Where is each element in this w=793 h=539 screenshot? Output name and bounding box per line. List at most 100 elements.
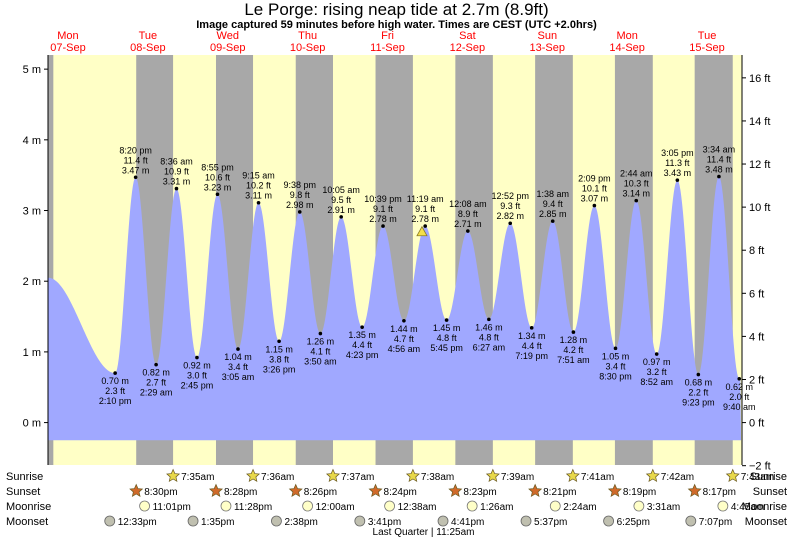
- low-tide-feet: 2.0 ft: [729, 392, 750, 402]
- event-time: 7:42am: [661, 472, 694, 483]
- high-tide-point: [466, 229, 470, 233]
- low-tide-meters: 1.26 m: [307, 337, 335, 347]
- row-label-left: Sunset: [6, 486, 40, 498]
- high-tide-meters: 3.47 m: [122, 165, 150, 175]
- high-tide-meters: 2.78 m: [369, 214, 397, 224]
- chart-subtitle: Image captured 59 minutes before high wa…: [196, 19, 597, 31]
- right-axis-tick-label: 8 ft: [749, 245, 764, 257]
- low-tide-point: [360, 325, 364, 329]
- event-time: 5:37pm: [534, 517, 567, 528]
- high-tide-meters: 3.07 m: [581, 194, 609, 204]
- high-tide-feet: 9.5 ft: [331, 195, 352, 205]
- low-tide-point: [487, 317, 491, 322]
- low-tide-feet: 3.0 ft: [187, 371, 208, 381]
- day-label-date: 14-Sep: [609, 42, 644, 54]
- sunset-icon: [607, 483, 622, 497]
- moonrise-icon: [220, 500, 232, 512]
- high-tide-feet: 9.4 ft: [543, 199, 564, 209]
- day-label-date: 07-Sep: [50, 42, 85, 54]
- low-tide-point: [696, 372, 701, 377]
- low-tide-time: 8:52 am: [640, 377, 673, 387]
- high-tide-time: 2:09 pm: [578, 174, 611, 184]
- event-time: 2:38pm: [284, 517, 317, 528]
- high-tide-meters: 2.82 m: [496, 211, 524, 221]
- event-time: 2:24am: [563, 502, 596, 513]
- event-time: 7:35am: [181, 472, 214, 483]
- high-tide-feet: 10.6 ft: [205, 172, 231, 182]
- low-tide-feet: 3.8 ft: [269, 354, 290, 364]
- day-label-date: 08-Sep: [130, 42, 165, 54]
- sunset-icon: [528, 483, 543, 497]
- day-label-date: 15-Sep: [689, 42, 724, 54]
- low-tide-feet: 2.7 ft: [146, 378, 167, 388]
- event-time: 7:41am: [581, 472, 614, 483]
- left-axis-tick-label: 2 m: [23, 276, 41, 288]
- low-tide-point: [154, 362, 158, 367]
- sunrise-icon: [725, 468, 740, 482]
- right-axis-tick-label: 12 ft: [749, 159, 770, 171]
- high-tide-time: 10:39 pm: [364, 194, 402, 204]
- low-tide-meters: 1.35 m: [348, 330, 376, 340]
- high-tide-meters: 3.14 m: [622, 189, 650, 199]
- high-tide-meters: 2.91 m: [327, 205, 355, 215]
- high-tide-meters: 3.11 m: [245, 191, 272, 201]
- high-tide-meters: 3.31 m: [163, 177, 191, 187]
- day-label-weekday: Wed: [217, 30, 239, 42]
- low-tide-meters: 0.70 m: [101, 376, 129, 386]
- day-label-weekday: Mon: [616, 30, 637, 42]
- moonset-icon: [187, 515, 199, 527]
- row-label-left: Sunrise: [6, 471, 43, 483]
- event-time: 8:23pm: [463, 487, 496, 498]
- event-time: 11:28pm: [234, 502, 272, 513]
- left-axis-tick-label: 3 m: [23, 206, 41, 218]
- low-tide-time: 3:50 am: [304, 357, 337, 367]
- moonrise-icon: [384, 500, 396, 512]
- high-tide-time: 2:44 am: [620, 169, 653, 179]
- high-tide-meters: 3.43 m: [664, 168, 692, 178]
- sunset-icon: [208, 483, 224, 497]
- high-tide-point: [550, 219, 555, 223]
- right-axis-tick-label: 4 ft: [749, 331, 764, 343]
- high-tide-meters: 2.71 m: [454, 219, 482, 229]
- event-time: 8:26pm: [304, 487, 337, 498]
- high-tide-time: 11:19 am: [407, 194, 444, 204]
- sunrise-icon: [645, 468, 660, 482]
- current-tide-marker: [416, 225, 428, 237]
- low-tide-meters: 1.04 m: [224, 352, 252, 362]
- moonrise-icon: [139, 500, 150, 512]
- low-tide-meters: 1.15 m: [265, 344, 293, 354]
- high-tide-meters: 2.78 m: [411, 214, 439, 224]
- low-tide-meters: 0.92 m: [183, 361, 211, 371]
- sunset-icon: [687, 483, 702, 497]
- low-tide-feet: 4.1 ft: [310, 347, 331, 357]
- left-axis-tick-label: 4 m: [23, 135, 41, 147]
- high-tide-point: [592, 203, 597, 208]
- low-tide-feet: 3.2 ft: [647, 367, 668, 377]
- event-time: 8:21pm: [543, 487, 576, 498]
- low-tide-point: [654, 352, 659, 356]
- high-tide-feet: 9.1 ft: [415, 204, 436, 214]
- event-time: 6:25pm: [617, 517, 650, 528]
- day-label-weekday: Fri: [381, 30, 394, 42]
- low-tide-point: [571, 330, 576, 334]
- event-time: 7:36am: [261, 472, 294, 483]
- event-time: 8:24pm: [384, 487, 417, 498]
- day-label-weekday: Thu: [298, 30, 317, 42]
- moonset-icon: [354, 515, 366, 527]
- tide-curve: [48, 176, 741, 441]
- event-time: 3:31am: [647, 502, 680, 513]
- day-label-weekday: Mon: [57, 30, 78, 42]
- low-tide-meters: 1.05 m: [602, 351, 630, 361]
- low-tide-feet: 2.3 ft: [105, 386, 126, 396]
- sunrise-icon: [325, 468, 341, 482]
- event-time: 1:26am: [480, 502, 513, 513]
- high-tide-time: 12:52 pm: [491, 191, 529, 201]
- day-label-weekday: Sun: [537, 30, 557, 42]
- high-tide-meters: 2.85 m: [539, 209, 567, 219]
- low-tide-meters: 0.82 m: [142, 368, 170, 378]
- low-tide-feet: 4.4 ft: [522, 341, 543, 351]
- high-tide-point: [215, 192, 220, 197]
- event-time: 8:30pm: [144, 487, 177, 498]
- high-tide-time: 12:08 am: [449, 199, 487, 209]
- high-tide-time: 8:20 pm: [119, 145, 152, 155]
